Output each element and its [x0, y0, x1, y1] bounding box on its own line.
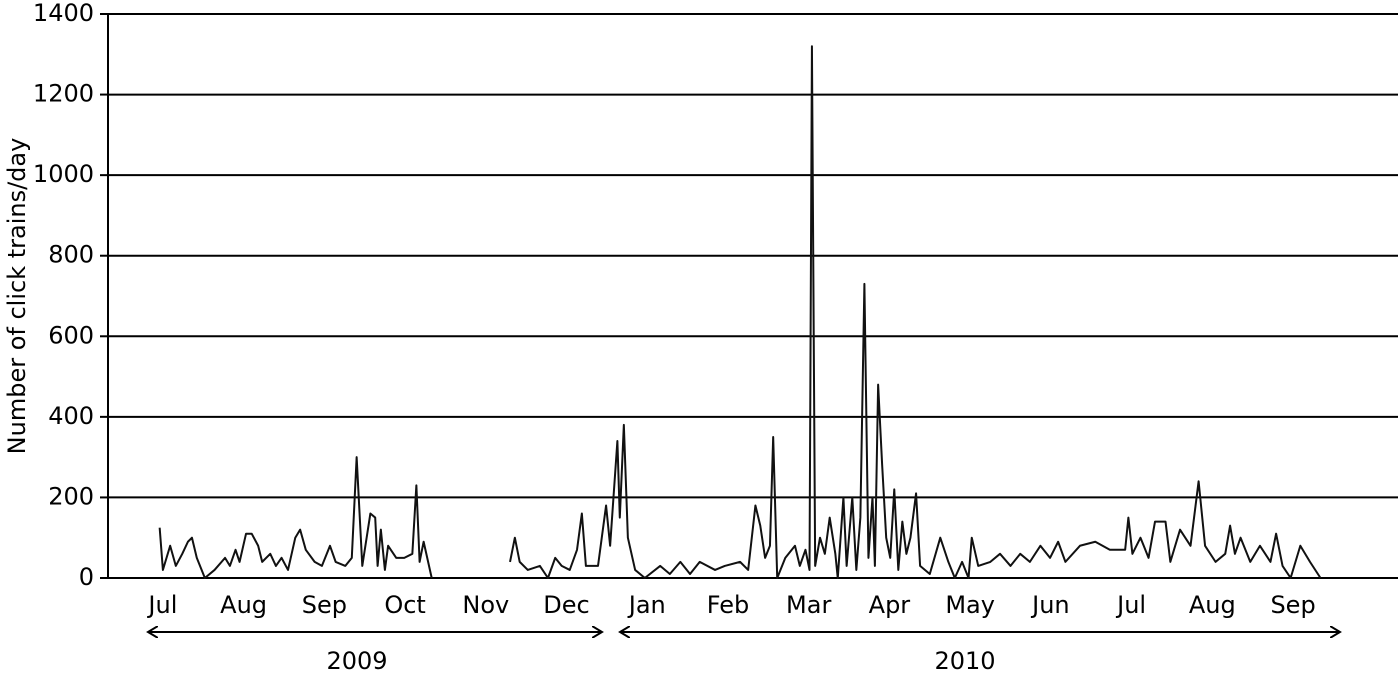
x-tick-label: Mar [786, 591, 831, 619]
y-tick-label: 0 [79, 563, 94, 591]
x-tick-label: Dec [543, 591, 589, 619]
data-line [158, 45, 1322, 579]
x-tick-label: Sep [1270, 591, 1315, 619]
x-tick-label: May [945, 591, 995, 619]
x-tick-label: Sep [302, 591, 347, 619]
y-axis-label: Number of click trains/day [3, 138, 31, 455]
y-tick-label: 800 [48, 241, 94, 269]
x-tick-label: Aug [220, 591, 267, 619]
year-label: 2009 [326, 647, 387, 673]
y-tick-label: 600 [48, 321, 94, 349]
x-tick-label: Jan [627, 591, 666, 619]
x-tick-label: Oct [384, 591, 426, 619]
x-tick-label: Jul [146, 591, 177, 619]
x-tick-label: Feb [707, 591, 750, 619]
x-tick-label: Nov [462, 591, 509, 619]
x-tick-label: Jun [1030, 591, 1070, 619]
y-tick-label: 1200 [33, 80, 94, 108]
x-tick-label: Aug [1189, 591, 1236, 619]
x-tick-label: Apr [869, 591, 911, 619]
y-tick-label: 400 [48, 402, 94, 430]
x-tick-label: Jul [1115, 591, 1146, 619]
y-tick-label: 200 [48, 482, 94, 510]
year-label: 2010 [934, 647, 995, 673]
y-tick-label: 1000 [33, 160, 94, 188]
y-tick-label: 1400 [33, 0, 94, 27]
